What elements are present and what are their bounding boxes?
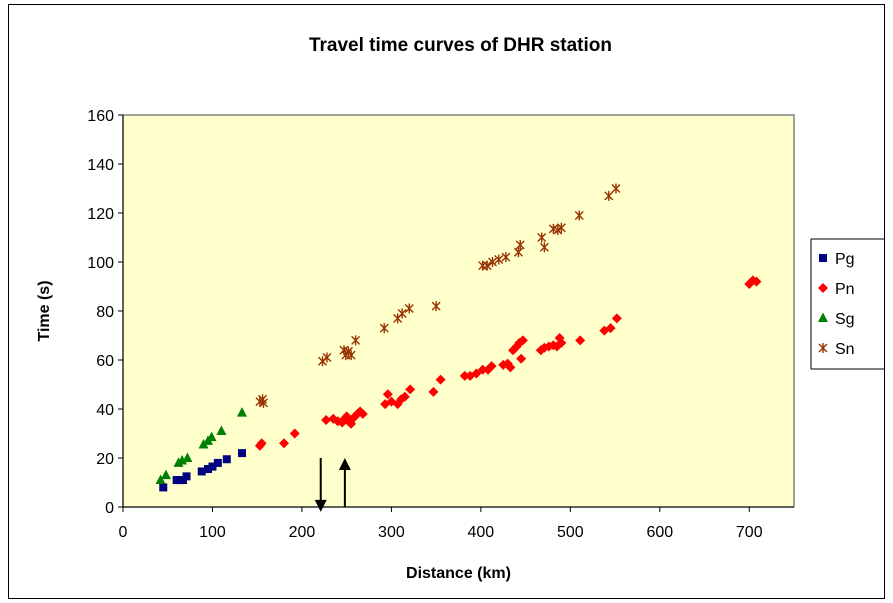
sg-point bbox=[206, 431, 217, 442]
pg-point bbox=[197, 467, 206, 476]
pn-point bbox=[751, 276, 762, 287]
sg-point bbox=[216, 425, 227, 436]
sn-point bbox=[404, 303, 414, 314]
pn-point bbox=[321, 415, 332, 426]
sn-point bbox=[539, 242, 549, 253]
x-tick-label: 200 bbox=[289, 524, 316, 541]
x-tick-label: 700 bbox=[736, 524, 763, 541]
sn-point bbox=[322, 352, 332, 363]
x-tick-label: 600 bbox=[646, 524, 673, 541]
legend-pg-marker bbox=[819, 254, 827, 262]
pg-point bbox=[237, 449, 246, 458]
arrow-down-head bbox=[314, 499, 327, 512]
legend-sn-marker bbox=[818, 343, 828, 353]
sn-point bbox=[258, 397, 268, 408]
y-tick-label: 80 bbox=[96, 304, 114, 321]
sn-point bbox=[351, 335, 361, 346]
pn-point bbox=[428, 386, 439, 397]
x-axis-title: Distance (km) bbox=[406, 565, 511, 582]
pn-point bbox=[516, 353, 527, 364]
sn-point bbox=[346, 350, 356, 361]
x-tick-label: 400 bbox=[468, 524, 495, 541]
pn-point bbox=[289, 428, 300, 439]
sn-point bbox=[537, 232, 547, 243]
pg-point bbox=[213, 458, 222, 467]
sg-point bbox=[236, 407, 247, 417]
x-tick-label: 300 bbox=[378, 524, 405, 541]
y-tick-label: 40 bbox=[96, 402, 114, 419]
pn-point bbox=[508, 345, 519, 356]
y-tick-label: 0 bbox=[105, 500, 114, 517]
sg-point bbox=[198, 439, 209, 449]
pg-point bbox=[182, 472, 191, 481]
pn-point bbox=[517, 335, 528, 346]
pn-point bbox=[611, 313, 622, 324]
sg-point bbox=[155, 474, 166, 485]
x-tick-label: 100 bbox=[199, 524, 226, 541]
sg-point bbox=[160, 469, 171, 480]
x-tick-label: 500 bbox=[557, 524, 584, 541]
pn-point bbox=[382, 389, 393, 400]
sn-point bbox=[431, 301, 441, 312]
chart-title: Travel time curves of DHR station bbox=[309, 35, 612, 56]
pn-point bbox=[477, 364, 488, 375]
y-tick-label: 140 bbox=[87, 157, 114, 174]
sn-point bbox=[494, 254, 504, 265]
sn-point bbox=[515, 239, 525, 250]
sn-point bbox=[501, 252, 511, 263]
pn-point bbox=[486, 361, 497, 372]
x-tick-label: 0 bbox=[119, 524, 128, 541]
pg-point bbox=[159, 483, 168, 492]
legend-pn-marker bbox=[818, 283, 828, 293]
pn-point bbox=[357, 408, 368, 419]
sg-point bbox=[177, 454, 188, 465]
y-axis-title: Time (s) bbox=[36, 280, 53, 341]
scatter-chart: Travel time curves of DHR station 0 20 40 60… bbox=[36, 35, 884, 582]
pn-point bbox=[279, 438, 290, 449]
pg-point bbox=[203, 465, 212, 474]
y-tick-label: 60 bbox=[96, 353, 114, 370]
sn-point bbox=[604, 190, 614, 201]
pn-point bbox=[256, 438, 267, 449]
sn-point bbox=[379, 323, 389, 334]
legend-pg-label: Pg bbox=[835, 251, 855, 268]
pn-point bbox=[435, 374, 446, 385]
pn-point bbox=[605, 323, 616, 334]
sn-point bbox=[611, 183, 621, 194]
legend-pn-label: Pn bbox=[835, 281, 855, 298]
y-tick-label: 100 bbox=[87, 255, 114, 272]
pn-point bbox=[505, 362, 516, 373]
sn-point bbox=[513, 247, 523, 258]
y-tick-label: 120 bbox=[87, 206, 114, 223]
pg-point bbox=[222, 455, 231, 464]
pg-point bbox=[208, 462, 217, 471]
y-tick-label: 160 bbox=[87, 108, 114, 125]
sn-point bbox=[397, 308, 407, 319]
sn-point bbox=[574, 210, 584, 221]
sn-point bbox=[556, 222, 566, 233]
y-tick-label: 20 bbox=[96, 451, 114, 468]
sn-point bbox=[488, 257, 497, 267]
sn-point bbox=[482, 260, 492, 271]
pn-point bbox=[399, 391, 410, 402]
arrow-up-head bbox=[338, 458, 351, 470]
pn-point bbox=[459, 370, 470, 381]
pn-point bbox=[405, 384, 416, 395]
legend-sg-label: Sg bbox=[835, 311, 855, 328]
plot-area bbox=[122, 114, 795, 508]
legend-sg-marker bbox=[818, 312, 828, 322]
pn-point bbox=[575, 335, 586, 346]
pn-point bbox=[556, 337, 567, 348]
sg-point bbox=[182, 452, 193, 462]
legend-sn-label: Sn bbox=[835, 341, 855, 358]
chart-frame: Travel time curves of DHR station 0 20 40 60… bbox=[8, 4, 885, 599]
